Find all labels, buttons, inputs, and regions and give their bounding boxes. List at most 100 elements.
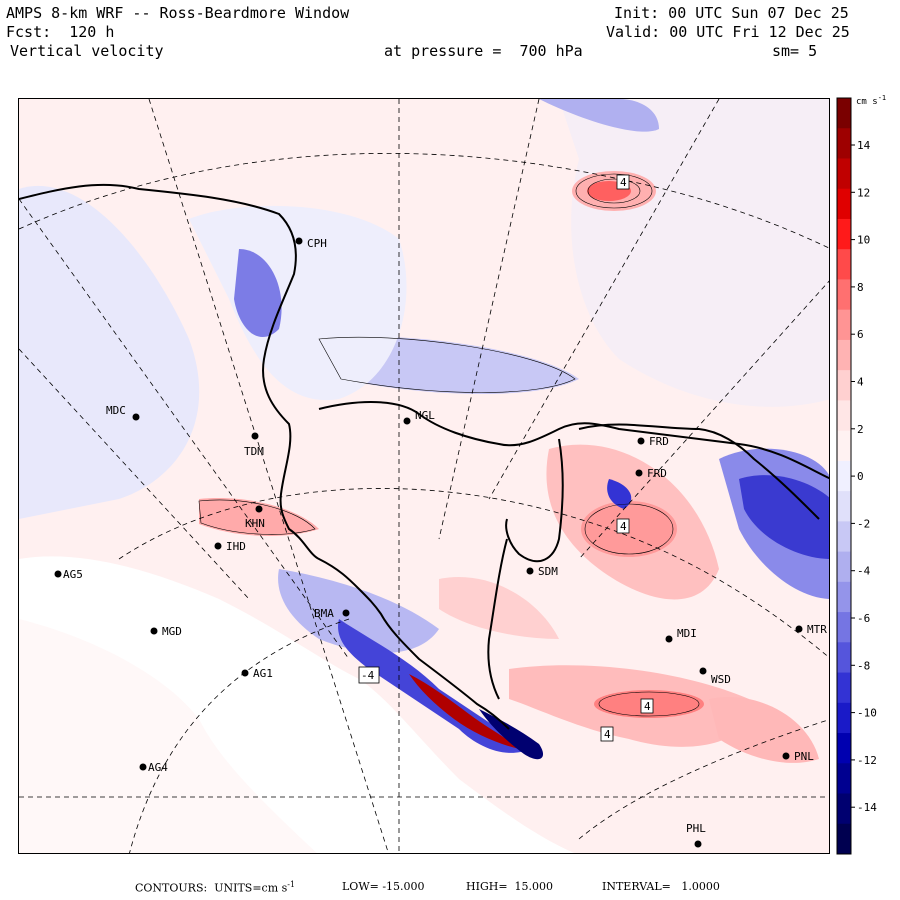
colorbar-tick-label: 0 bbox=[857, 470, 864, 483]
contour-label: 4 bbox=[644, 700, 651, 713]
colorbar-swatch bbox=[837, 430, 851, 462]
colorbar-tick-label: -6 bbox=[857, 612, 870, 625]
colorbar-swatch bbox=[837, 370, 851, 401]
field-region-negative bbox=[19, 185, 200, 519]
contour-label: 4 bbox=[604, 728, 611, 741]
colorbar-swatch bbox=[837, 218, 851, 250]
colorbar-tick-label: 4 bbox=[857, 376, 864, 389]
station-label: AG1 bbox=[253, 667, 273, 680]
station-label: CPH bbox=[307, 237, 327, 250]
station-label: WSD bbox=[711, 673, 731, 686]
station-dot bbox=[150, 627, 158, 635]
station-dot bbox=[699, 667, 707, 675]
station-label: IHD bbox=[226, 540, 246, 553]
station-dot bbox=[635, 469, 643, 477]
colorbar-tick-label: -2 bbox=[857, 517, 870, 530]
station-label: AG5 bbox=[63, 568, 83, 581]
station-label: KHN bbox=[245, 517, 265, 530]
station-dot bbox=[255, 505, 263, 513]
colorbar-ticks: 14 12 10 8 6 4 2 0 -2 -4 -6 -8 -10 -12 -14 bbox=[851, 139, 877, 814]
station-label: PNL bbox=[794, 750, 814, 763]
station-dot bbox=[526, 567, 534, 575]
contour bbox=[198, 499, 316, 535]
station-label: FRD bbox=[649, 435, 669, 448]
contour-label-box bbox=[600, 726, 614, 742]
station-label: MDC bbox=[106, 404, 126, 417]
contour bbox=[598, 691, 700, 717]
colorbar-swatch bbox=[837, 612, 851, 643]
station-dot bbox=[694, 840, 702, 848]
contour-label: 4 bbox=[620, 176, 627, 189]
footer-interval: INTERVAL= 1.0000 bbox=[602, 880, 720, 893]
contour-label: 4 bbox=[620, 520, 627, 533]
field-region-negative bbox=[234, 249, 282, 338]
station-label: NGL bbox=[415, 409, 435, 422]
latlon-grid bbox=[19, 99, 829, 853]
grid-line bbox=[19, 198, 350, 660]
grid-line bbox=[19, 153, 829, 249]
colorbar-swatch bbox=[837, 279, 851, 311]
station-label: MTR bbox=[807, 623, 827, 636]
contour bbox=[584, 503, 674, 555]
smoothing-value: sm= 5 bbox=[772, 42, 818, 60]
station-dot bbox=[241, 669, 249, 677]
colorbar-tick-label: -14 bbox=[857, 801, 877, 814]
colorbar-swatch bbox=[837, 460, 851, 492]
colorbar-swatch bbox=[837, 823, 851, 855]
field-region-positive bbox=[199, 498, 319, 536]
colorbar-tick-label: 14 bbox=[857, 139, 871, 152]
colorbar-swatch bbox=[837, 309, 851, 341]
colorbar-swatch bbox=[837, 581, 851, 613]
station-markers: CPH NGL MDC TDM FRD FRD KHN IHD AG5 SDM … bbox=[54, 237, 827, 848]
contour-lines bbox=[198, 173, 700, 717]
colorbar-swatch bbox=[837, 521, 851, 553]
contour bbox=[318, 336, 576, 393]
map-panel: 4 4 4 4 -4 CPH NGL MDC TDM FRD FRD KHN bbox=[18, 98, 830, 854]
model-title: AMPS 8-km WRF -- Ross-Beardmore Window bbox=[6, 4, 350, 22]
station-label: PHL bbox=[686, 822, 706, 835]
station-dot bbox=[54, 570, 62, 578]
field-region-negative bbox=[739, 475, 829, 559]
colorbar-tick-label: -8 bbox=[857, 659, 870, 672]
colorbar-swatch bbox=[837, 733, 851, 764]
coastline-path bbox=[487, 538, 508, 700]
station-label: SDM bbox=[538, 565, 558, 578]
colorbar-swatch bbox=[837, 400, 851, 432]
colorbar-swatch bbox=[837, 128, 851, 159]
vertical-velocity-map: 4 4 4 4 -4 CPH NGL MDC TDM FRD FRD KHN bbox=[19, 99, 829, 853]
field-region-negative bbox=[479, 709, 544, 760]
station-dot bbox=[251, 432, 259, 440]
forecast-hour: Fcst: 120 h bbox=[6, 23, 115, 41]
ice-shelf-area bbox=[19, 619, 317, 853]
colorbar-tick-label: 12 bbox=[857, 186, 870, 199]
colorbar-tick-label: 10 bbox=[857, 234, 870, 247]
colorbar-swatch bbox=[837, 158, 851, 190]
station-dot bbox=[214, 542, 222, 550]
grid-line bbox=[438, 99, 540, 540]
field-name: Vertical velocity bbox=[10, 42, 164, 60]
colorbar-tick-label: 6 bbox=[857, 328, 864, 341]
contour bbox=[575, 173, 653, 209]
station-dot bbox=[403, 417, 411, 425]
grid-line bbox=[578, 719, 829, 840]
station-label: AG4 bbox=[148, 761, 168, 774]
station-dot bbox=[342, 609, 350, 617]
field-region-negative bbox=[338, 619, 529, 753]
station-label: BMA bbox=[314, 607, 334, 620]
colorbar-swatch bbox=[837, 551, 851, 583]
contour-label-box bbox=[616, 518, 630, 534]
contour-label-box bbox=[640, 698, 654, 714]
coastline-path bbox=[578, 423, 820, 520]
station-dot bbox=[132, 413, 140, 421]
colorbar-swatch bbox=[837, 249, 851, 280]
station-label: FRD bbox=[647, 467, 667, 480]
station-dot bbox=[295, 237, 303, 245]
grid-line bbox=[129, 618, 350, 853]
colorbar-swatches bbox=[837, 98, 851, 855]
station-label: TDM bbox=[244, 445, 264, 458]
valid-time: Valid: 00 UTC Fri 12 Dec 25 bbox=[606, 23, 850, 41]
coastline-path bbox=[318, 401, 829, 480]
init-time: Init: 00 UTC Sun 07 Dec 25 bbox=[614, 4, 849, 22]
contour-label-group: 4 4 4 4 -4 bbox=[358, 174, 654, 742]
grid-line bbox=[118, 488, 829, 658]
